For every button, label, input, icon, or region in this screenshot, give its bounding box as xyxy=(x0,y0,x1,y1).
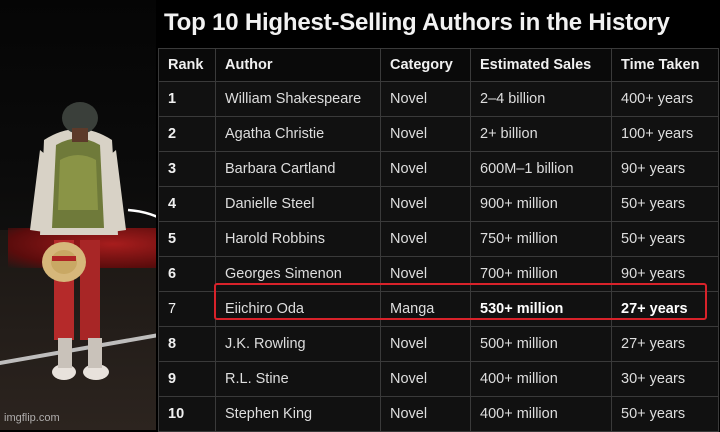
cell-time: 30+ years xyxy=(611,361,719,397)
cell-category: Novel xyxy=(380,326,471,362)
table-row: 9 R.L. Stine Novel 400+ million 30+ year… xyxy=(158,361,719,397)
authors-table: Rank Author Category Estimated Sales Tim… xyxy=(158,48,719,432)
column-header-category: Category xyxy=(380,48,471,82)
cell-category: Novel xyxy=(380,81,471,117)
cell-author: William Shakespeare xyxy=(215,81,381,117)
column-header-time-taken: Time Taken xyxy=(611,48,719,82)
cell-rank: 9 xyxy=(158,361,216,397)
cell-time: 27+ years xyxy=(611,326,719,362)
cell-category: Manga xyxy=(380,291,471,327)
cell-author: Eiichiro Oda xyxy=(215,291,381,327)
cell-sales: 400+ million xyxy=(470,361,612,397)
cell-sales: 530+ million xyxy=(470,291,612,327)
cell-rank: 8 xyxy=(158,326,216,362)
cell-time: 27+ years xyxy=(611,291,719,327)
cell-sales: 900+ million xyxy=(470,186,612,222)
table-row: 3 Barbara Cartland Novel 600M–1 billion … xyxy=(158,151,719,187)
photo-panel: imgflip.com xyxy=(0,0,156,430)
column-header-author: Author xyxy=(215,48,381,82)
cell-category: Novel xyxy=(380,221,471,257)
table-panel: Top 10 Highest-Selling Authors in the Hi… xyxy=(156,0,720,432)
cell-time: 50+ years xyxy=(611,396,719,432)
cell-author: Stephen King xyxy=(215,396,381,432)
cell-category: Novel xyxy=(380,256,471,292)
cell-rank: 2 xyxy=(158,116,216,152)
cell-author: J.K. Rowling xyxy=(215,326,381,362)
cell-time: 50+ years xyxy=(611,186,719,222)
cell-sales: 700+ million xyxy=(470,256,612,292)
cell-time: 90+ years xyxy=(611,151,719,187)
cell-time: 400+ years xyxy=(611,81,719,117)
cell-time: 90+ years xyxy=(611,256,719,292)
cell-rank: 10 xyxy=(158,396,216,432)
table-row-highlighted: 7 Eiichiro Oda Manga 530+ million 27+ ye… xyxy=(158,291,719,327)
table-row: 5 Harold Robbins Novel 750+ million 50+ … xyxy=(158,221,719,257)
cell-category: Novel xyxy=(380,396,471,432)
cell-author: Georges Simenon xyxy=(215,256,381,292)
cell-category: Novel xyxy=(380,186,471,222)
table-row: 6 Georges Simenon Novel 700+ million 90+… xyxy=(158,256,719,292)
table-row: 1 William Shakespeare Novel 2–4 billion … xyxy=(158,81,719,117)
cell-rank: 4 xyxy=(158,186,216,222)
table-row: 4 Danielle Steel Novel 900+ million 50+ … xyxy=(158,186,719,222)
column-header-rank: Rank xyxy=(158,48,216,82)
column-header-estimated-sales: Estimated Sales xyxy=(470,48,612,82)
table-row: 10 Stephen King Novel 400+ million 50+ y… xyxy=(158,396,719,432)
cell-category: Novel xyxy=(380,361,471,397)
cell-time: 100+ years xyxy=(611,116,719,152)
cell-sales: 600M–1 billion xyxy=(470,151,612,187)
cell-rank: 7 xyxy=(158,291,216,327)
cell-author: R.L. Stine xyxy=(215,361,381,397)
cell-sales: 400+ million xyxy=(470,396,612,432)
cell-sales: 750+ million xyxy=(470,221,612,257)
cell-time: 50+ years xyxy=(611,221,719,257)
cell-author: Danielle Steel xyxy=(215,186,381,222)
cell-category: Novel xyxy=(380,116,471,152)
cell-sales: 2–4 billion xyxy=(470,81,612,117)
table-header-row: Rank Author Category Estimated Sales Tim… xyxy=(158,48,719,82)
cell-author: Harold Robbins xyxy=(215,221,381,257)
table-row: 8 J.K. Rowling Novel 500+ million 27+ ye… xyxy=(158,326,719,362)
cell-rank: 5 xyxy=(158,221,216,257)
person-figure xyxy=(30,102,126,380)
cell-sales: 2+ billion xyxy=(470,116,612,152)
cell-rank: 1 xyxy=(158,81,216,117)
watermark: imgflip.com xyxy=(4,412,60,424)
cell-rank: 6 xyxy=(158,256,216,292)
cell-author: Barbara Cartland xyxy=(215,151,381,187)
table-row: 2 Agatha Christie Novel 2+ billion 100+ … xyxy=(158,116,719,152)
page-title: Top 10 Highest-Selling Authors in the Hi… xyxy=(164,9,670,36)
cell-category: Novel xyxy=(380,151,471,187)
cell-rank: 3 xyxy=(158,151,216,187)
cell-sales: 500+ million xyxy=(470,326,612,362)
cell-author: Agatha Christie xyxy=(215,116,381,152)
